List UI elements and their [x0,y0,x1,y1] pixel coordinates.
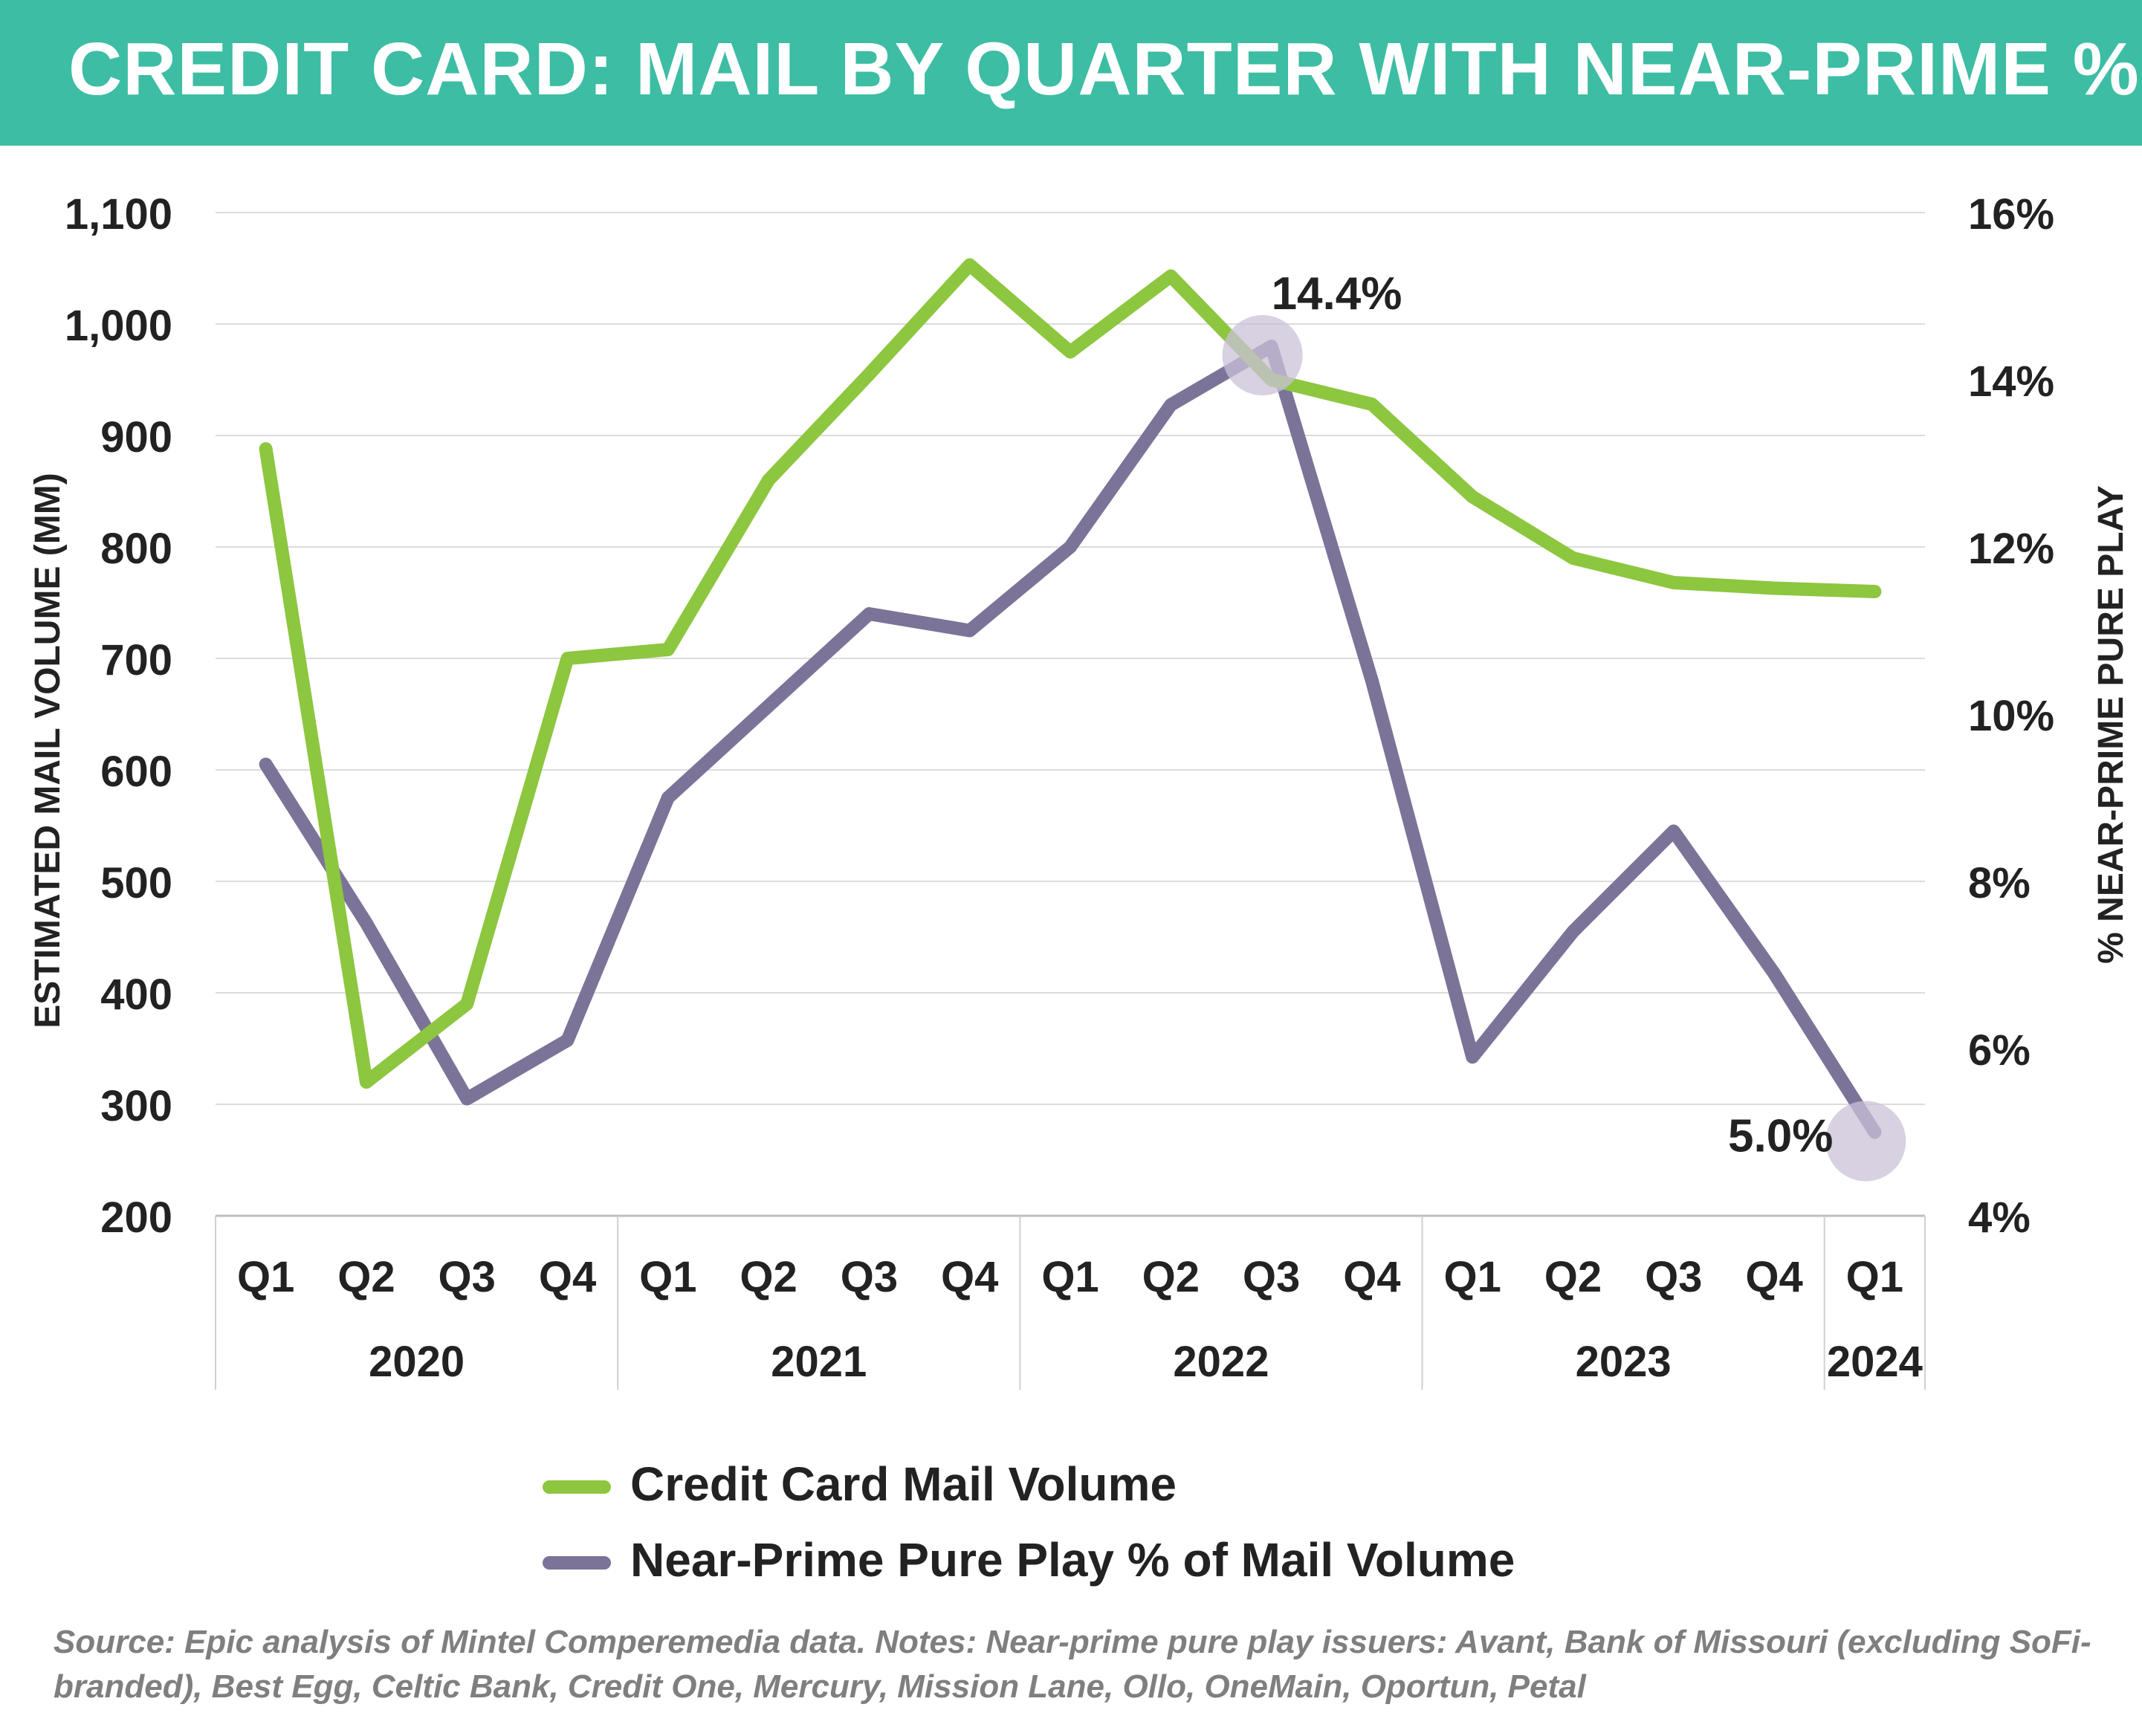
x-tick-label: Q1 [639,1253,696,1301]
y-axis-label-left: ESTIMATED MAIL VOLUME (MM) [28,473,68,1029]
y-tick-label-right: 8% [1968,859,2031,907]
x-tick-label: Q4 [539,1253,596,1301]
y-tick-label-left: 300 [100,1082,172,1130]
year-label: 2022 [1173,1338,1269,1386]
title-bar: CREDIT CARD: MAIL BY QUARTER WITH NEAR-P… [0,0,2142,146]
x-tick-label: Q3 [1645,1253,1702,1301]
x-tick-label: Q2 [337,1253,395,1301]
x-tick-label: Q4 [941,1253,998,1301]
series-line-near-prime [259,340,1882,1139]
legend-label-near-prime: Near-Prime Pure Play % of Mail Volume [630,1533,1515,1587]
y-tick-label-left: 200 [100,1194,172,1242]
y-tick-label-left: 400 [100,971,172,1019]
y-tick-label-right: 4% [1968,1194,2031,1242]
x-tick-label: Q3 [439,1253,496,1301]
x-tick-label: Q2 [740,1253,797,1301]
x-tick-label: Q1 [237,1253,294,1301]
y-tick-label-right: 10% [1968,692,2054,740]
x-tick-label: Q1 [1041,1253,1098,1301]
x-axis: Q1 Q2 Q3 Q4 Q1 Q2 Q3 Q4 Q1 Q2 Q3 Q4 Q1 Q2 Q3 Q4 Q1 2020 20… [215,1216,1926,1390]
legend-label-mail-volume: Credit Card Mail Volume [630,1457,1177,1511]
chart-title: CREDIT CARD: MAIL BY QUARTER WITH NEAR-P… [68,27,2140,111]
x-tick-label: Q1 [1846,1253,1903,1301]
y-tick-label-right: 12% [1968,525,2054,573]
year-label: 2023 [1576,1338,1672,1386]
y-tick-label-left: 500 [100,859,172,907]
data-label: 14.4% [1272,268,1402,320]
y-tick-label-left: 600 [100,748,172,796]
grid-lines [216,212,1925,1217]
highlight-marker [1825,1101,1906,1182]
y-tick-label-left: 1,000 [65,302,172,350]
year-label: 2024 [1827,1338,1923,1386]
y-tick-label-left: 900 [100,413,172,461]
x-tick-label: Q4 [1745,1253,1802,1301]
y-tick-label-right: 16% [1968,190,2054,239]
legend-swatch-near-prime [543,1556,611,1570]
y-tick-label-left: 1,100 [65,190,172,239]
x-tick-label: Q3 [1243,1253,1300,1301]
y-tick-label-right: 14% [1968,357,2054,406]
series-line-mail-volume [259,258,1882,1089]
y-tick-label-right: 6% [1968,1026,2031,1075]
year-label: 2021 [771,1338,867,1386]
annotations: 14.4% 5.0% [1222,268,1906,1182]
highlight-marker [1222,315,1303,395]
y-tick-label-left: 700 [100,636,172,684]
x-tick-label: Q2 [1544,1253,1602,1301]
source-note: Source: Epic analysis of Mintel Comperem… [54,1624,2091,1705]
x-tick-label: Q4 [1343,1253,1400,1301]
year-label: 2020 [369,1338,465,1386]
x-tick-label: Q2 [1142,1253,1200,1301]
x-tick-label: Q3 [841,1253,898,1301]
x-tick-label: Q1 [1443,1253,1501,1301]
series-lines [259,258,1882,1139]
y-axis-ticks: 200 300 400 500 600 700 800 900 1,000 1,100 4% 6% 8%… [65,190,2054,1242]
data-label: 5.0% [1728,1111,1833,1162]
y-tick-label-left: 800 [100,525,172,573]
y-axis-label-right: % NEAR-PRIME PURE PLAY [2091,485,2131,964]
legend-swatch-mail-volume [543,1480,611,1494]
